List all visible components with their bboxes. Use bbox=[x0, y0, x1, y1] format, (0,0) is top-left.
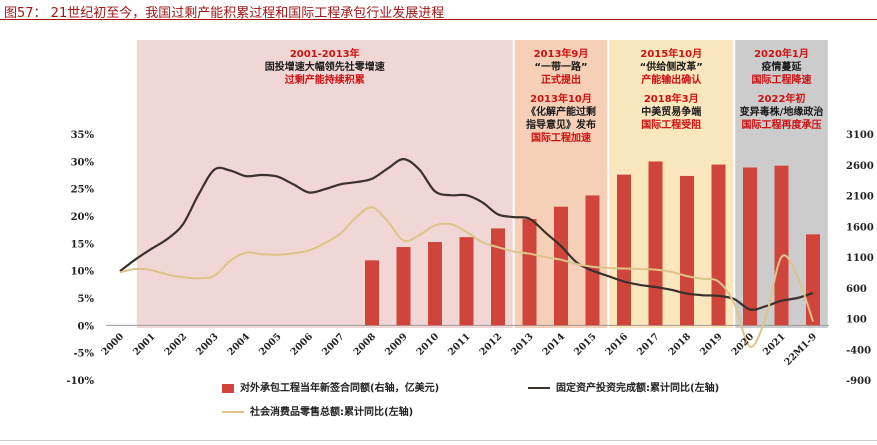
right-tick-label: 100 bbox=[846, 315, 867, 326]
annotation-line: 国际工程降速 bbox=[751, 75, 812, 86]
x-tick-label: 2008 bbox=[352, 331, 379, 358]
annotation-period-4: 2020年1月 疫情蔓延国际工程降速 2022年初变异毒株/地缘政治 国际工程再度承压 bbox=[734, 48, 829, 132]
x-tick-label: 2002 bbox=[163, 331, 189, 357]
annotation-line: 2013年9月 bbox=[533, 49, 589, 60]
right-tick-label: -400 bbox=[846, 345, 871, 356]
right-tick-label: 600 bbox=[846, 284, 867, 295]
right-tick-label: 2100 bbox=[846, 192, 874, 203]
left-tick-label: 20% bbox=[71, 212, 95, 223]
annotation-line: 指导意见》发布 bbox=[526, 120, 596, 131]
x-tick-label: 2005 bbox=[257, 331, 283, 357]
x-tick-label: 2013 bbox=[509, 331, 535, 357]
bar-2018 bbox=[680, 175, 694, 326]
left-tick-label: 10% bbox=[71, 267, 95, 278]
legend-item-bar: 对外承包工程当年新签合同额(右轴，亿美元) bbox=[222, 379, 439, 394]
x-tick-label: 2009 bbox=[383, 331, 410, 358]
annotation-period-1: 2001-2013年固投增速大幅领先社零增速 过剩产能持续积累 bbox=[136, 48, 514, 87]
annotation-line: “一带一路” bbox=[534, 62, 588, 73]
annotation-line: 过剩产能持续积累 bbox=[284, 75, 365, 86]
annotation-line: 国际工程再度承压 bbox=[741, 120, 822, 131]
x-tick-label: 2020 bbox=[730, 331, 757, 358]
x-tick-label: 2004 bbox=[226, 331, 253, 358]
bar-2016 bbox=[617, 174, 631, 326]
x-tick-label: 2001 bbox=[131, 331, 157, 357]
legend-label: 固定资产投资完成额:累计同比(左轴) bbox=[556, 383, 720, 394]
annotation-line: 疫情蔓延 bbox=[761, 62, 802, 73]
annotation-line: 变异毒株/地缘政治 bbox=[739, 107, 824, 118]
annotation-line: 2022年初 bbox=[757, 94, 806, 105]
annotation-line: 国际工程受阻 bbox=[641, 120, 702, 131]
figure-title: 图57： 21世纪初至今，我国过剩产能积累过程和国际工程承包行业发展进程 bbox=[4, 6, 445, 21]
bar-2021 bbox=[774, 165, 789, 326]
x-tick-label: 2014 bbox=[541, 331, 568, 358]
legend-item-retail: 社会消费品零售总额:累计同比(左轴) bbox=[222, 403, 413, 418]
annotation-period-2: 2013年9月 “一带一路” 正式提出 2013年10月 《化解产能过剩 指导意见》发布国… bbox=[514, 48, 609, 145]
bar-2017 bbox=[648, 161, 663, 326]
fai-growth-line bbox=[119, 157, 814, 311]
annotation-line: 固投增速大幅领先社零增速 bbox=[264, 62, 385, 73]
bottom-rule bbox=[0, 440, 877, 441]
bar-2011 bbox=[459, 237, 474, 326]
left-tick-label: 25% bbox=[71, 185, 95, 196]
left-tick-label: -5% bbox=[73, 349, 94, 360]
x-tick-label: 22M1-9 bbox=[782, 331, 819, 368]
right-tick-label: -900 bbox=[846, 376, 871, 387]
retail-growth-line bbox=[119, 206, 814, 348]
annotation-line: 《化解产能过剩 bbox=[526, 107, 596, 118]
right-tick-label: 2600 bbox=[846, 161, 874, 172]
x-tick-label: 2021 bbox=[761, 331, 787, 357]
annotation-line: “供给侧改革” bbox=[639, 62, 703, 73]
left-tick-label: 30% bbox=[71, 157, 95, 168]
annotation-period-3: 2015年10月 “供给侧改革” 产能输出确认 2018年3月 中美贸易争端 国际工程受阻 bbox=[608, 48, 734, 132]
bar-2020 bbox=[743, 167, 757, 326]
annotation-line: 2018年3月 bbox=[643, 94, 699, 105]
x-tick-label: 2019 bbox=[698, 331, 725, 358]
legend-swatch-retail bbox=[222, 411, 244, 413]
legend-swatch-bar bbox=[222, 383, 234, 393]
x-tick-label: 2010 bbox=[415, 331, 442, 358]
annotation-line: 中美贸易争端 bbox=[641, 107, 702, 118]
bar-22M1-9 bbox=[806, 234, 820, 326]
annotation-line: 2015年10月 bbox=[640, 49, 703, 60]
bar-2014 bbox=[554, 206, 568, 326]
left-tick-label: 35% bbox=[71, 130, 95, 141]
annotation-line: 产能输出确认 bbox=[641, 75, 702, 86]
x-tick-label: 2000 bbox=[100, 331, 127, 358]
left-tick-label: -10% bbox=[66, 376, 94, 387]
x-tick-label: 2011 bbox=[446, 331, 472, 357]
annotation-line: 正式提出 bbox=[541, 75, 581, 86]
annotation-line: 2013年10月 bbox=[530, 94, 592, 105]
legend-swatch-fai bbox=[528, 387, 550, 389]
right-tick-label: 1600 bbox=[846, 222, 874, 233]
x-tick-label: 2015 bbox=[572, 331, 598, 357]
legend-label: 对外承包工程当年新签合同额(右轴，亿美元) bbox=[240, 383, 440, 394]
bar-2010 bbox=[428, 241, 442, 326]
left-tick-label: 5% bbox=[78, 294, 95, 305]
bar-2015 bbox=[585, 195, 600, 326]
x-tick-label: 2007 bbox=[320, 331, 346, 357]
bar-2019 bbox=[711, 164, 726, 326]
legend-item-fai: 固定资产投资完成额:累计同比(左轴) bbox=[528, 379, 719, 394]
x-tick-label: 2012 bbox=[478, 331, 504, 357]
bar-2008 bbox=[365, 260, 379, 326]
bar-2009 bbox=[396, 247, 411, 326]
title-rule bbox=[0, 19, 877, 20]
shaded-period-1 bbox=[136, 40, 513, 328]
right-tick-label: 3100 bbox=[846, 130, 874, 141]
x-tick-label: 2017 bbox=[635, 331, 661, 357]
bar-2013 bbox=[522, 219, 537, 326]
x-tick-label: 2018 bbox=[667, 331, 694, 358]
legend-label: 社会消费品零售总额:累计同比(左轴) bbox=[250, 407, 414, 418]
annotation-line: 2020年1月 bbox=[754, 49, 809, 60]
x-tick-label: 2006 bbox=[289, 331, 316, 358]
annotation-line: 2001-2013年 bbox=[289, 49, 360, 60]
bar-2012 bbox=[491, 228, 505, 326]
x-tick-label: 2003 bbox=[194, 331, 220, 357]
left-tick-label: 0% bbox=[78, 321, 95, 332]
x-tick-label: 2016 bbox=[604, 331, 631, 358]
right-tick-label: 1100 bbox=[846, 253, 874, 264]
annotation-line: 国际工程加速 bbox=[531, 133, 591, 144]
left-tick-label: 15% bbox=[71, 239, 95, 250]
